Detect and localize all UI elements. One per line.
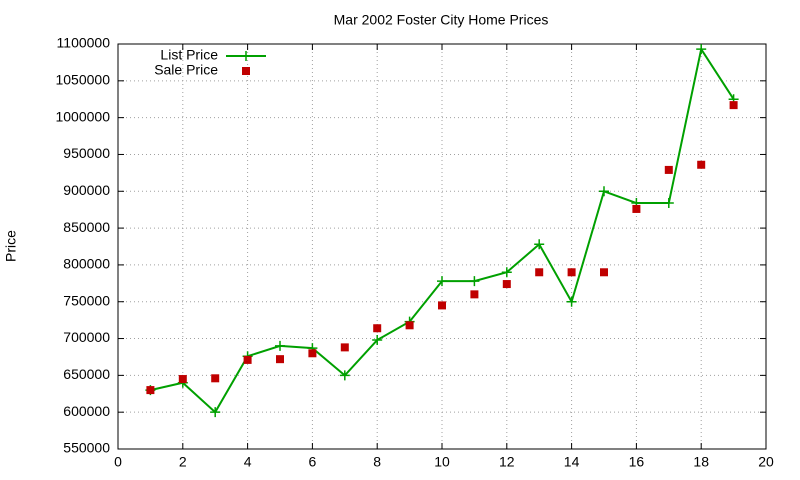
x-tick-label: 12 xyxy=(499,454,515,470)
legend-swatch xyxy=(242,67,250,75)
y-tick-label: 1100000 xyxy=(57,35,111,51)
y-tick-label: 1000000 xyxy=(55,108,110,124)
point xyxy=(632,204,641,213)
x-tick-label: 4 xyxy=(244,454,252,470)
point xyxy=(146,386,155,395)
y-tick-label: 1050000 xyxy=(55,72,110,88)
y-tick-label: 550000 xyxy=(63,440,110,456)
point xyxy=(470,290,479,299)
x-tick-label: 16 xyxy=(629,454,645,470)
point xyxy=(275,340,285,351)
point xyxy=(308,349,317,358)
x-tick-label: 18 xyxy=(693,454,709,470)
point xyxy=(567,268,576,277)
y-tick-label: 700000 xyxy=(63,329,110,345)
point xyxy=(340,343,349,352)
point xyxy=(501,267,512,278)
point xyxy=(535,268,544,277)
x-tick-label: 6 xyxy=(309,454,317,470)
y-tick-label: 650000 xyxy=(63,366,110,382)
point xyxy=(696,44,707,55)
point xyxy=(663,198,674,209)
legend-swatch xyxy=(241,51,251,61)
point xyxy=(243,355,252,364)
point xyxy=(664,165,673,174)
point xyxy=(729,101,738,110)
point xyxy=(339,370,350,381)
y-tick-label: 900000 xyxy=(63,182,110,198)
plot-frame xyxy=(117,43,767,450)
legend-label: Sale Price xyxy=(154,62,218,78)
point xyxy=(178,375,187,384)
point xyxy=(373,324,382,333)
legend-label: List Price xyxy=(160,47,218,63)
x-tick-label: 20 xyxy=(758,454,774,470)
point xyxy=(600,268,608,277)
x-tick-label: 8 xyxy=(373,454,381,470)
y-tick-label: 850000 xyxy=(63,219,110,235)
point xyxy=(438,301,446,310)
point xyxy=(211,374,220,383)
x-tick-label: 0 xyxy=(114,454,122,470)
point xyxy=(599,186,609,197)
x-tick-label: 14 xyxy=(564,454,580,470)
point xyxy=(697,160,706,169)
y-tick-label: 800000 xyxy=(63,256,110,272)
y-tick-label: 600000 xyxy=(63,403,110,419)
y-tick-label: 750000 xyxy=(63,292,110,308)
point xyxy=(276,355,284,364)
x-tick-label: 2 xyxy=(179,454,187,470)
y-tick-label: 950000 xyxy=(63,145,110,161)
point xyxy=(502,280,511,289)
point xyxy=(210,407,221,418)
point xyxy=(469,276,480,287)
x-tick-label: 10 xyxy=(434,454,450,470)
y-axis-label: Price xyxy=(3,230,19,262)
point xyxy=(534,239,545,250)
chart-title: Mar 2002 Foster City Home Prices xyxy=(334,12,549,28)
point xyxy=(437,276,447,287)
point xyxy=(566,296,577,307)
point xyxy=(372,335,383,346)
point xyxy=(405,321,414,330)
